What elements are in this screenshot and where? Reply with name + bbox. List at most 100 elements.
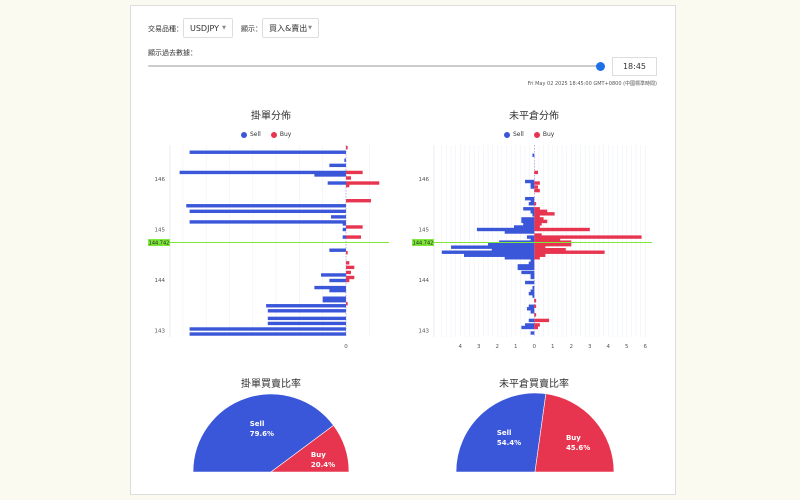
sell-bar: [329, 288, 346, 293]
buy-bar: [534, 250, 605, 254]
x-tick-label: 5: [625, 344, 629, 350]
sell-bar: [525, 179, 535, 184]
sell-bar: [267, 309, 346, 313]
sell-bar: [530, 210, 535, 214]
x-tick-label: 3: [588, 344, 592, 350]
chevron-down-icon: ▼: [222, 25, 226, 31]
sell-bar: [532, 285, 535, 290]
buy-bar: [534, 202, 537, 206]
buy-bar: [346, 145, 348, 150]
x-tick-label: 6: [644, 344, 648, 350]
buy-bar: [346, 181, 380, 185]
sell-bar: [530, 331, 535, 335]
sell-bar: [523, 222, 535, 226]
sell-bar: [528, 291, 535, 296]
sell-bar: [526, 307, 535, 311]
buy-bar: [534, 245, 546, 249]
buy-bar: [534, 299, 537, 303]
buy-bar: [346, 225, 363, 229]
buy-bar: [346, 278, 350, 283]
slice-percent: 45.6%: [566, 444, 590, 452]
sell-bar: [528, 318, 535, 323]
sell-bar: [314, 173, 346, 177]
sell-bar: [488, 242, 535, 247]
time-input[interactable]: 18:45: [612, 57, 657, 76]
sell-bar: [344, 158, 346, 163]
slice-percent: 54.4%: [497, 439, 521, 447]
sell-bar: [189, 332, 346, 336]
buy-bar: [534, 253, 546, 257]
sell-bar: [189, 209, 346, 214]
sell-bar: [530, 185, 535, 189]
sell-bar: [530, 238, 535, 242]
legend-buy[interactable]: Buy: [270, 131, 291, 138]
sell-bar: [186, 204, 346, 208]
sell-bar: [329, 278, 346, 283]
slider-handle[interactable]: [595, 61, 605, 71]
buy-bar: [346, 235, 361, 239]
chevron-down-icon: ▼: [308, 25, 312, 31]
chart-title-order-ratio: 掛單買賣比率: [241, 379, 301, 390]
sell-bar: [528, 202, 535, 206]
slice-percent: 79.6%: [250, 430, 274, 438]
current-price-label: 144.742: [149, 241, 170, 247]
history-label: 顯示過去數據：: [148, 49, 197, 57]
sell-bar: [530, 310, 535, 314]
sell-bar: [517, 266, 535, 271]
legend-positions: Sell Buy: [504, 131, 564, 138]
buy-bar: [346, 265, 355, 270]
buy-bar: [534, 217, 544, 221]
buy-bar: [534, 235, 642, 239]
slice-label: Buy: [566, 434, 581, 442]
sell-bar: [530, 275, 535, 280]
slice-label: Buy: [311, 451, 326, 459]
history-slider[interactable]: [148, 65, 600, 67]
sell-bar: [441, 250, 535, 254]
buy-bar: [534, 233, 542, 237]
display-value: 買入&賣出: [269, 23, 308, 33]
sell-bar: [530, 273, 535, 277]
symbol-value: USDJPY: [190, 23, 219, 33]
buy-bar: [534, 225, 540, 229]
y-tick-label: 144: [419, 278, 430, 284]
y-tick-label: 145: [155, 228, 166, 234]
y-tick-label: 146: [155, 177, 166, 183]
legend-sell[interactable]: Sell: [504, 131, 524, 138]
buy-bar: [346, 275, 355, 280]
sell-bar: [476, 227, 535, 232]
sell-bar: [314, 285, 346, 290]
datetime-text: Fri May 02 2025 18:45:00 GMT+0800 (中國標準時…: [527, 81, 657, 87]
legend-sell[interactable]: Sell: [241, 131, 261, 138]
symbol-select[interactable]: USDJPY ▼: [183, 18, 233, 38]
sell-bar: [528, 261, 535, 266]
sell-bar: [342, 222, 346, 226]
legend-orders: Sell Buy: [241, 131, 301, 138]
buy-bar: [346, 183, 350, 188]
sell-bar: [530, 258, 535, 263]
y-tick-label: 143: [419, 329, 430, 335]
time-value: 18:45: [622, 62, 647, 71]
sell-bar: [528, 304, 535, 308]
display-select[interactable]: 買入&賣出 ▼: [262, 18, 319, 38]
legend-buy[interactable]: Buy: [533, 131, 554, 138]
buy-bar: [534, 227, 590, 232]
buy-bar: [534, 181, 540, 185]
current-price-badge: [412, 239, 434, 247]
buy-bar: [534, 323, 540, 327]
slice-label: Sell: [497, 429, 512, 437]
x-tick-label: 1: [551, 344, 555, 350]
x-tick-label: 3: [477, 344, 481, 350]
sell-bar: [517, 264, 535, 268]
sell-bar: [189, 150, 346, 154]
sell-bar: [525, 280, 535, 285]
sell-slice: [455, 392, 547, 473]
buy-bar: [534, 318, 550, 323]
sell-bar: [327, 181, 346, 185]
x-tick-label: 1: [514, 344, 518, 350]
buy-bar: [534, 215, 540, 219]
slice-label: Sell: [250, 420, 265, 428]
sell-bar: [342, 235, 346, 239]
buy-bar: [534, 256, 540, 260]
buy-bar: [346, 270, 351, 275]
